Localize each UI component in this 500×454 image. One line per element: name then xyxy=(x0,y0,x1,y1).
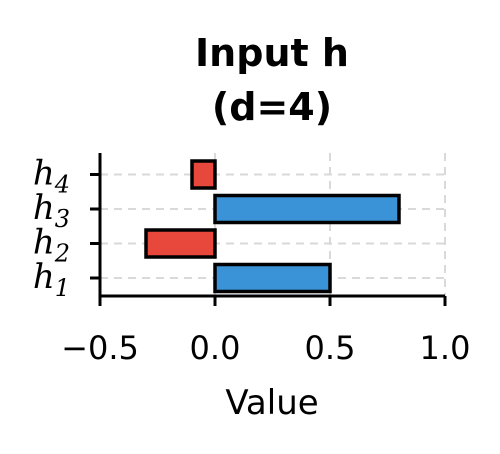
bar-h3 xyxy=(213,193,401,225)
x-tick-label: 0.5 xyxy=(305,329,356,367)
bar-h1 xyxy=(213,262,332,294)
y-tick-label: h1 xyxy=(33,257,70,302)
chart-title-line-2: (d=4) xyxy=(212,85,332,129)
axes xyxy=(98,153,445,298)
x-axis-label: Value xyxy=(225,383,318,423)
chart-title-line-1: Input h xyxy=(195,31,349,75)
x-tick-label: 1.0 xyxy=(420,329,471,367)
y-tick-label: h4 xyxy=(33,154,70,199)
bar-h4 xyxy=(190,159,217,190)
bars xyxy=(144,159,401,294)
x-axis-ticks: −0.5 0.0 0.5 1.0 xyxy=(61,296,470,367)
y-tick-label: h2 xyxy=(33,223,70,268)
x-tick-label: 0.0 xyxy=(190,329,241,367)
x-tick-label: −0.5 xyxy=(61,329,139,367)
y-tick-label: h3 xyxy=(33,188,70,233)
bar-h2 xyxy=(144,228,217,259)
